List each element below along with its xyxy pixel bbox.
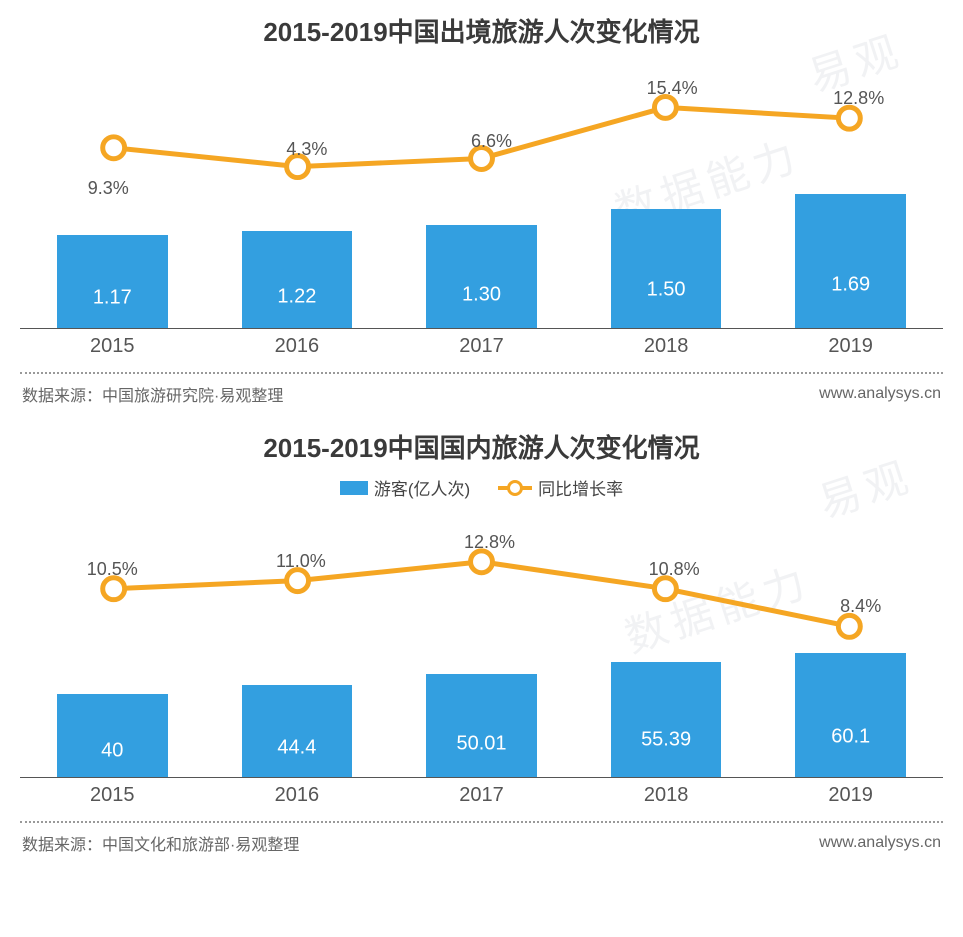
bar-value-label: 1.69 — [795, 274, 906, 297]
x-tick: 2019 — [758, 335, 943, 358]
x-tick: 2018 — [574, 335, 759, 358]
x-tick: 2015 — [20, 335, 205, 358]
bar: 1.69 — [795, 194, 906, 328]
chart-domestic: 易观 数据能力 2015-2019中国国内旅游人次变化情况 游客(亿人次) 同比… — [0, 416, 963, 813]
separator — [20, 821, 943, 823]
growth-label: 12.8% — [464, 532, 515, 553]
site-label: www.analysys.cn — [819, 834, 941, 852]
growth-label: 4.3% — [286, 139, 327, 160]
bar-value-label: 50.01 — [426, 732, 537, 755]
legend-item-bar: 游客(亿人次) — [340, 475, 470, 500]
bar-value-label: 60.1 — [795, 726, 906, 749]
x-tick: 2017 — [389, 335, 574, 358]
bar-value-label: 40 — [57, 739, 168, 762]
growth-label: 12.8% — [833, 88, 884, 109]
bar-value-label: 1.22 — [242, 286, 353, 309]
growth-label: 11.0% — [276, 551, 326, 572]
bar-value-label: 55.39 — [611, 729, 722, 752]
source-label: 数据来源：中国文化和旅游部·易观整理 — [22, 831, 299, 855]
x-tick: 2016 — [205, 784, 390, 807]
bar: 1.17 — [57, 235, 168, 328]
chart-title: 2015-2019中国国内旅游人次变化情况 — [20, 428, 943, 465]
bar-value-label: 1.30 — [426, 284, 537, 307]
chart-outbound: 易观 数据能力 2015-2019中国出境旅游人次变化情况 1.171.221.… — [0, 0, 963, 364]
chart-footer: 数据来源：中国文化和旅游部·易观整理 www.analysys.cn — [0, 827, 963, 865]
legend-label: 同比增长率 — [538, 475, 623, 500]
site-label: www.analysys.cn — [819, 385, 941, 403]
x-axis: 20152016201720182019 — [20, 329, 943, 358]
chart-footer: 数据来源：中国旅游研究院·易观整理 www.analysys.cn — [0, 378, 963, 416]
x-axis: 20152016201720182019 — [20, 778, 943, 807]
x-tick: 2016 — [205, 335, 390, 358]
legend-swatch-line — [498, 486, 532, 490]
bar: 55.39 — [611, 662, 722, 777]
growth-label: 10.5% — [87, 559, 138, 580]
x-tick: 2015 — [20, 784, 205, 807]
bar: 40 — [57, 694, 168, 777]
bar-value-label: 1.50 — [611, 279, 722, 302]
x-tick: 2019 — [758, 784, 943, 807]
growth-label: 8.4% — [840, 596, 881, 617]
bar: 50.01 — [426, 674, 537, 777]
growth-label: 15.4% — [647, 78, 698, 99]
chart-title: 2015-2019中国出境旅游人次变化情况 — [20, 12, 943, 49]
x-tick: 2017 — [389, 784, 574, 807]
x-tick: 2018 — [574, 784, 759, 807]
chart-plot: 40 44.4 50.01 55.39 60.1 10.5% 11.0% 12.8% 10.8%… — [20, 508, 943, 778]
separator — [20, 372, 943, 374]
bar-value-label: 1.17 — [57, 287, 168, 310]
bar: 1.50 — [611, 209, 722, 328]
growth-label: 10.8% — [649, 559, 700, 580]
legend-item-line: 同比增长率 — [498, 475, 623, 500]
legend-label: 游客(亿人次) — [374, 475, 470, 500]
bar-value-label: 44.4 — [242, 736, 353, 759]
chart-plot: 1.17 1.22 1.30 1.50 1.69 9.3% 4.3% 6.6% 15.4% 12.… — [20, 59, 943, 329]
bar: 44.4 — [242, 685, 353, 777]
growth-label: 6.6% — [471, 131, 512, 152]
source-label: 数据来源：中国旅游研究院·易观整理 — [22, 382, 283, 406]
chart-legend: 游客(亿人次) 同比增长率 — [20, 475, 943, 500]
bar: 1.30 — [426, 225, 537, 328]
bar: 60.1 — [795, 653, 906, 777]
bar: 1.22 — [242, 231, 353, 328]
legend-swatch-bar — [340, 481, 368, 495]
growth-label: 9.3% — [88, 178, 129, 199]
